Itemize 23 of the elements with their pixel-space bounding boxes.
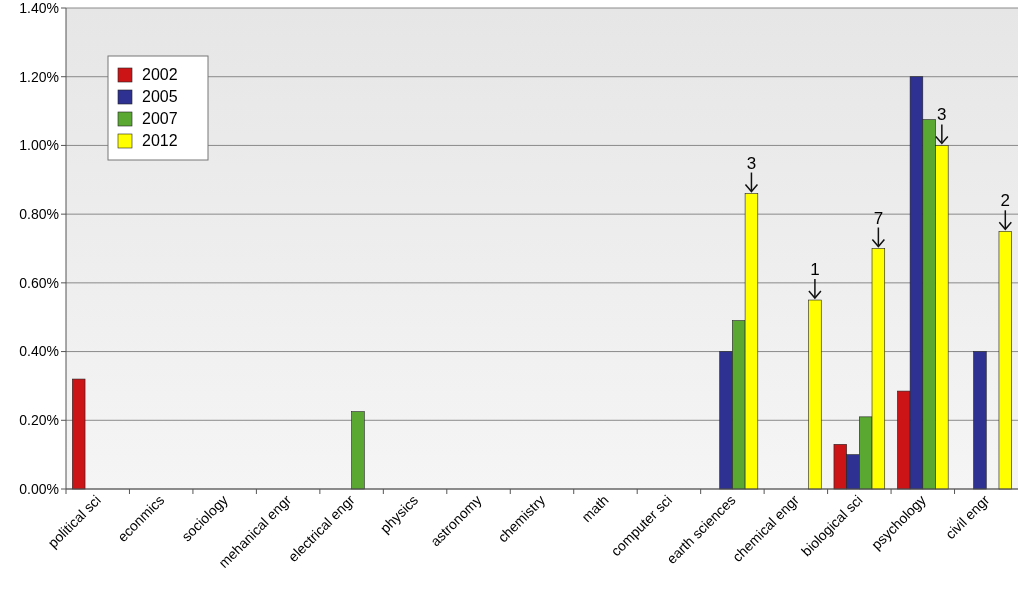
legend-label: 2002 (142, 66, 178, 83)
legend-label: 2007 (142, 110, 178, 127)
bar (973, 351, 987, 490)
y-tick-label: 0.00% (19, 480, 59, 497)
annotation: 3 (937, 105, 947, 125)
bar (998, 231, 1012, 490)
y-tick-label: 0.60% (19, 274, 59, 291)
y-tick-label: 1.00% (19, 137, 59, 154)
x-tick-label: civil engr (942, 491, 993, 543)
annotation: 2 (1000, 191, 1011, 211)
y-tick-label: 1.20% (19, 68, 59, 85)
bar (808, 299, 822, 490)
annotation: 3 (746, 153, 757, 173)
y-tick-label: 1.40% (19, 0, 59, 16)
bar (351, 411, 365, 490)
y-tick-label: 0.20% (19, 412, 59, 429)
y-tick-label: 0.80% (19, 206, 59, 223)
annotation: 7 (873, 208, 884, 228)
y-tick-label: 0.40% (19, 343, 59, 360)
legend-label: 2005 (142, 88, 178, 105)
bar (72, 378, 86, 490)
annotation: 1 (810, 260, 820, 280)
legend-label: 2012 (142, 132, 178, 149)
